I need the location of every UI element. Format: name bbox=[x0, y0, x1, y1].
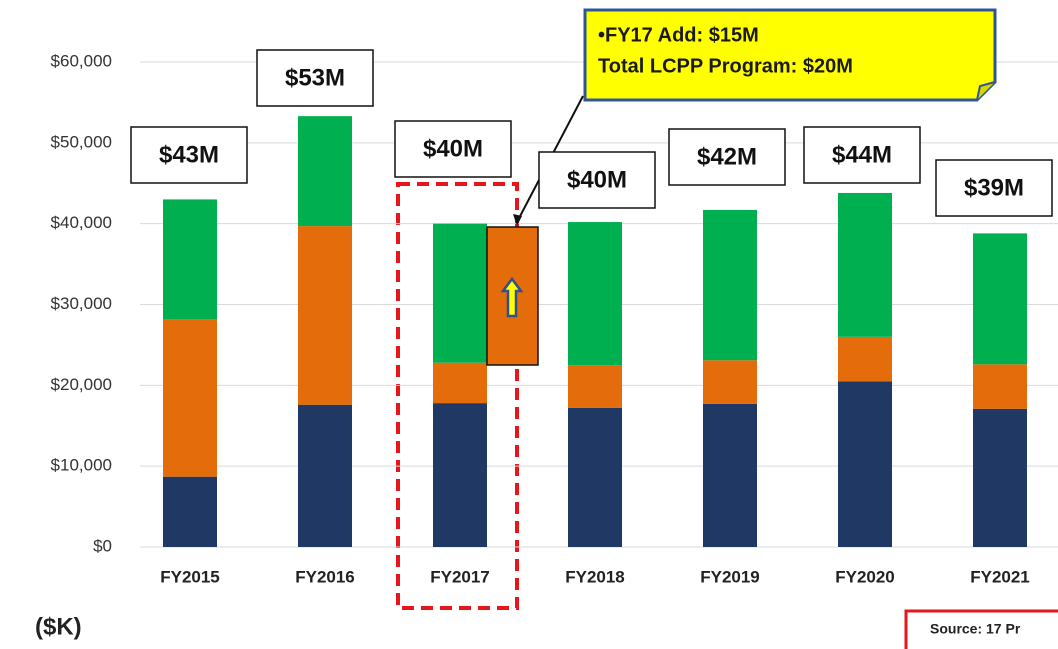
bar-segment bbox=[838, 336, 892, 382]
bar-segment bbox=[433, 403, 487, 547]
bar-segment bbox=[973, 364, 1027, 409]
x-tick-label: FY2021 bbox=[970, 567, 1030, 586]
bar-segment bbox=[298, 116, 352, 227]
total-box bbox=[256, 49, 374, 107]
total-box bbox=[803, 126, 921, 184]
bar-segment bbox=[298, 404, 352, 547]
up-arrow bbox=[500, 276, 524, 318]
y-axis-unit: ($K) bbox=[35, 613, 82, 640]
x-tick-label: FY2019 bbox=[700, 567, 760, 586]
bar-segment bbox=[163, 199, 217, 320]
source: Source: 17 Pr bbox=[930, 621, 1021, 637]
bar-segment bbox=[298, 226, 352, 405]
bar-segment bbox=[163, 319, 217, 477]
bar-segment bbox=[703, 209, 757, 361]
y-tick-label: $50,000 bbox=[51, 132, 112, 151]
total-label: $44M bbox=[832, 141, 892, 168]
y-tick-label: $0 bbox=[93, 536, 112, 555]
callout-fold bbox=[976, 81, 996, 101]
pointer-head bbox=[513, 214, 522, 226]
total-box bbox=[668, 128, 786, 186]
callout-line: •FY17 Add: $15M bbox=[598, 24, 759, 46]
total-box bbox=[130, 126, 248, 184]
bar-segment bbox=[433, 223, 487, 363]
y-tick-label: $20,000 bbox=[51, 375, 112, 394]
bar-segment bbox=[703, 360, 757, 404]
total-box bbox=[394, 120, 512, 178]
callout-line: Total LCPP Program: $20M bbox=[598, 55, 853, 77]
bar-segment bbox=[973, 233, 1027, 365]
total-label: $53M bbox=[285, 64, 345, 91]
x-tick-label: FY2016 bbox=[295, 567, 355, 586]
highlight-box bbox=[396, 182, 519, 610]
total-label: $42M bbox=[697, 143, 757, 170]
plot: $0 $10,000 $20,000 $30,000 $40,000 $50,000 $60… bbox=[51, 51, 1058, 586]
total-label: $39M bbox=[964, 174, 1024, 201]
bar-segment bbox=[568, 365, 622, 408]
total-label: $43M bbox=[159, 141, 219, 168]
y-tick-label: $10,000 bbox=[51, 456, 112, 475]
total-label: $40M bbox=[423, 135, 483, 162]
x-tick-label: FY2018 bbox=[565, 567, 625, 586]
total-box bbox=[538, 151, 656, 209]
bar-segment bbox=[568, 407, 622, 547]
y-tick-label: $40,000 bbox=[51, 213, 112, 232]
bar-segment bbox=[568, 222, 622, 366]
bar-segment bbox=[838, 192, 892, 337]
x-tick-label: FY2015 bbox=[160, 567, 220, 586]
bar-segment bbox=[433, 362, 487, 404]
bar-segment bbox=[838, 381, 892, 547]
bar-segment bbox=[973, 408, 1027, 547]
source-box bbox=[904, 609, 1058, 649]
total-box bbox=[935, 159, 1053, 217]
bar-segment bbox=[703, 403, 757, 547]
x-tick-label: FY2020 bbox=[835, 567, 895, 586]
y-tick-label: $30,000 bbox=[51, 294, 112, 313]
bar-segment bbox=[163, 476, 217, 547]
total-label: $40M bbox=[567, 166, 627, 193]
y-tick-label: $60,000 bbox=[51, 51, 112, 70]
x-tick-label: FY2017 bbox=[430, 567, 490, 586]
